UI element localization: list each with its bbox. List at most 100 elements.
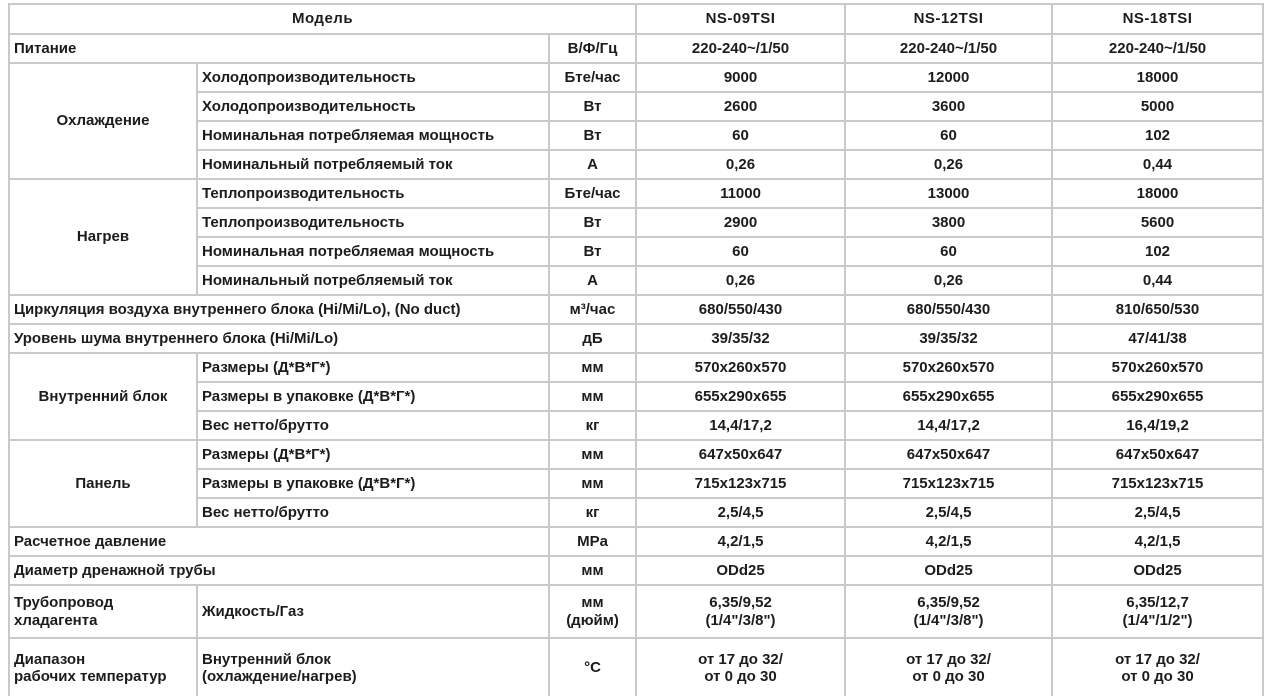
cell-value: 647x50x647 [1051,439,1265,470]
row-unit: мм [547,468,638,499]
row-label: Размеры в упаковке (Д*В*Г*) [196,381,550,412]
row-unit: мм [547,381,638,412]
cell-value: 0,44 [1051,265,1265,296]
table-row: Расчетное давление MPa 4,2/1,5 4,2/1,5 4… [8,526,1265,557]
table-row: Питание В/Ф/Гц 220-240~/1/50 220-240~/1/… [8,33,1265,64]
cell-value: 60 [635,236,847,267]
cell-value: 13000 [844,178,1054,209]
row-label: Вес нетто/брутто [196,497,550,528]
cell-value: 220-240~/1/50 [844,33,1054,64]
group-label-cooling: Охлаждение [8,62,198,180]
cell-value: 715x123x715 [844,468,1054,499]
row-label: Размеры (Д*В*Г*) [196,439,550,470]
row-label: Внутренний блок (охлаждение/нагрев) [196,637,550,696]
row-label: Жидкость/Газ [196,584,550,639]
cell-value: 655x290x655 [635,381,847,412]
row-unit: Вт [547,91,638,122]
row-label: Вес нетто/брутто [196,410,550,441]
group-label-panel: Панель [8,439,198,528]
cell-value: 0,26 [635,265,847,296]
table-row: Внутренний блок Размеры (Д*В*Г*) мм 570x… [8,352,1265,441]
cell-value: 2,5/4,5 [1051,497,1265,528]
cell-value: 102 [1051,236,1265,267]
cell-value: 0,26 [635,149,847,180]
cell-value: 3600 [844,91,1054,122]
cell-value: 0,26 [844,149,1054,180]
cell-value: 3800 [844,207,1054,238]
row-label: Размеры (Д*В*Г*) [196,352,550,383]
row-unit: °C [547,637,638,696]
row-unit: А [547,149,638,180]
row-label: Номинальная потребляемая мощность [196,236,550,267]
cell-value: 680/550/430 [635,294,847,325]
cell-value: 47/41/38 [1051,323,1265,354]
cell-value: 18000 [1051,62,1265,93]
row-unit: MPa [547,526,638,557]
table-row: Уровень шума внутреннего блока (Hi/Mi/Lo… [8,323,1265,354]
table-row: Номинальная потребляемая мощность Вт 60 … [9,120,1265,151]
cell-value: 4,2/1,5 [635,526,847,557]
row-label: Диаметр дренажной трубы [8,555,550,586]
row-label: Номинальный потребляемый ток [196,149,550,180]
cell-value: от 17 до 32/ от 0 до 30 [844,637,1054,696]
cell-value: 14,4/17,2 [635,410,847,441]
row-label: Номинальный потребляемый ток [196,265,550,296]
cell-value: 220-240~/1/50 [635,33,847,64]
row-label: Холодопроизводительность [196,91,550,122]
cell-value: 2,5/4,5 [635,497,847,528]
cell-value: 570x260x570 [1051,352,1265,383]
cell-value: 655x290x655 [1051,381,1265,412]
cell-value: ODd25 [844,555,1054,586]
table-row: Вес нетто/брутто кг 2,5/4,5 2,5/4,5 2,5/… [9,497,1265,528]
cell-value: 12000 [844,62,1054,93]
cell-value: 570x260x570 [635,352,847,383]
group-label-indoor-unit: Внутренний блок [8,352,198,441]
table-row: Циркуляция воздуха внутреннего блока (Hi… [8,294,1265,325]
cell-value: 60 [635,120,847,151]
row-label: Номинальная потребляемая мощность [196,120,550,151]
cell-value: 6,35/12,7 (1/4"/1/2") [1051,584,1265,639]
row-label: Размеры в упаковке (Д*В*Г*) [196,468,550,499]
cell-value: ODd25 [635,555,847,586]
table-row: Размеры в упаковке (Д*В*Г*) мм 715x123x7… [9,468,1265,499]
table-row: Номинальный потребляемый ток А 0,26 0,26… [9,265,1265,296]
table-row: Номинальный потребляемый ток А 0,26 0,26… [9,149,1265,180]
cell-value: 2600 [635,91,847,122]
cell-value: 570x260x570 [844,352,1054,383]
table-row: Вес нетто/брутто кг 14,4/17,2 14,4/17,2 … [9,410,1265,441]
row-label: Питание [8,33,550,64]
table-row: Трубопровод хладагента Жидкость/Газ мм (… [8,584,1265,639]
cell-value: 647x50x647 [844,439,1054,470]
cell-value: 60 [844,120,1054,151]
cell-value: от 17 до 32/ от 0 до 30 [1051,637,1265,696]
cell-value: 2,5/4,5 [844,497,1054,528]
cell-value: 220-240~/1/50 [1051,33,1265,64]
row-unit: А [547,265,638,296]
row-unit: мм (дюйм) [547,584,638,639]
row-label: Холодопроизводительность [196,62,550,93]
cell-value: 0,44 [1051,149,1265,180]
row-unit: Бте/час [547,62,638,93]
table-row: Теплопроизводительность Вт 2900 3800 560… [9,207,1265,238]
row-unit: кг [547,410,638,441]
row-unit: мм [547,555,638,586]
table-row: Нагрев Теплопроизводительность Бте/час 1… [8,178,1265,296]
row-unit: мм [547,352,638,383]
table-row: Номинальная потребляемая мощность Вт 60 … [9,236,1265,267]
cell-value: 810/650/530 [1051,294,1265,325]
table-row: Холодопроизводительность Вт 2600 3600 50… [9,91,1265,122]
table-row: Диапазон рабочих температур Внутренний б… [8,637,1265,696]
cell-value: 715x123x715 [1051,468,1265,499]
cell-value: 18000 [1051,178,1265,209]
cell-value: 60 [844,236,1054,267]
cell-value: 11000 [635,178,847,209]
model-header-ns-18tsi: NS-18TSI [1051,3,1265,35]
row-label: Теплопроизводительность [196,207,550,238]
spec-table: Модель NS-09TSI NS-12TSI NS-18TSI Питани… [7,3,1265,696]
row-label: Циркуляция воздуха внутреннего блока (Hi… [8,294,550,325]
row-unit: кг [547,497,638,528]
table-row: Панель Размеры (Д*В*Г*) мм 647x50x647 64… [8,439,1265,528]
row-unit: Вт [547,207,638,238]
cell-value: 680/550/430 [844,294,1054,325]
